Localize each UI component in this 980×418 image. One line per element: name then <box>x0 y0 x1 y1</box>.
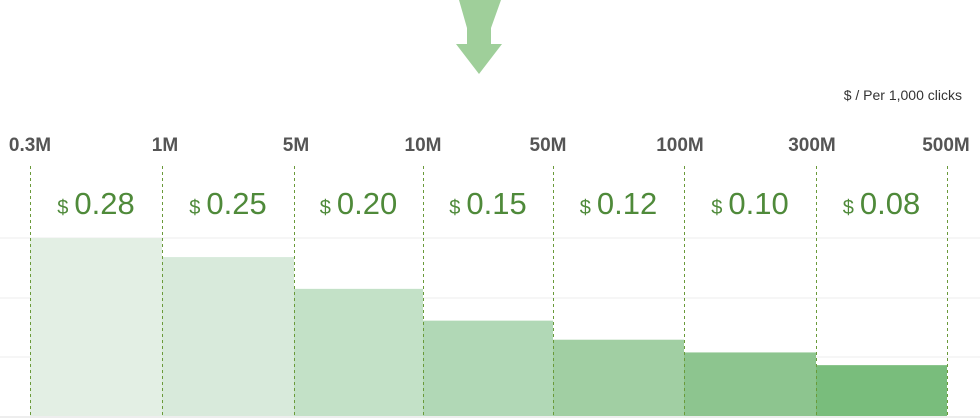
bar <box>294 288 423 416</box>
price-label: $0.28 <box>57 186 134 222</box>
price-label: $0.20 <box>320 186 397 222</box>
tick-label: 100M <box>656 135 704 156</box>
price-value: 0.28 <box>74 186 135 221</box>
currency-symbol: $ <box>319 197 331 219</box>
bar <box>423 320 553 416</box>
price-value: 0.08 <box>859 186 921 221</box>
tick-label: 500M <box>922 135 970 156</box>
currency-symbol: $ <box>449 197 461 219</box>
price-label: $0.12 <box>580 186 657 222</box>
bar <box>684 352 816 416</box>
price-label: $0.25 <box>189 186 266 222</box>
tick-label: 300M <box>788 135 836 156</box>
currency-symbol: $ <box>842 197 854 219</box>
currency-symbol: $ <box>57 197 69 219</box>
bar <box>30 238 162 416</box>
down-arrow-icon <box>456 0 502 74</box>
tick-label: 0.3M <box>8 135 52 156</box>
bar <box>816 365 947 416</box>
price-value: 0.25 <box>206 186 267 221</box>
bar <box>162 257 294 416</box>
price-label: $0.08 <box>843 186 920 222</box>
unit-note: $ / Per 1,000 clicks <box>843 87 962 103</box>
tick-label: 5M <box>282 135 310 156</box>
currency-symbol: $ <box>579 197 591 219</box>
currency-symbol: $ <box>189 197 201 219</box>
tick-label: 1M <box>151 135 179 156</box>
price-value: 0.15 <box>466 186 527 221</box>
bar <box>553 339 684 416</box>
tick-label: 50M <box>529 135 567 156</box>
currency-symbol: $ <box>711 197 723 219</box>
price-value: 0.10 <box>728 186 789 221</box>
price-label: $0.15 <box>449 186 526 222</box>
price-value: 0.12 <box>596 186 658 221</box>
price-value: 0.20 <box>336 186 398 221</box>
price-label: $0.10 <box>711 186 788 222</box>
tick-label: 10M <box>404 135 442 156</box>
